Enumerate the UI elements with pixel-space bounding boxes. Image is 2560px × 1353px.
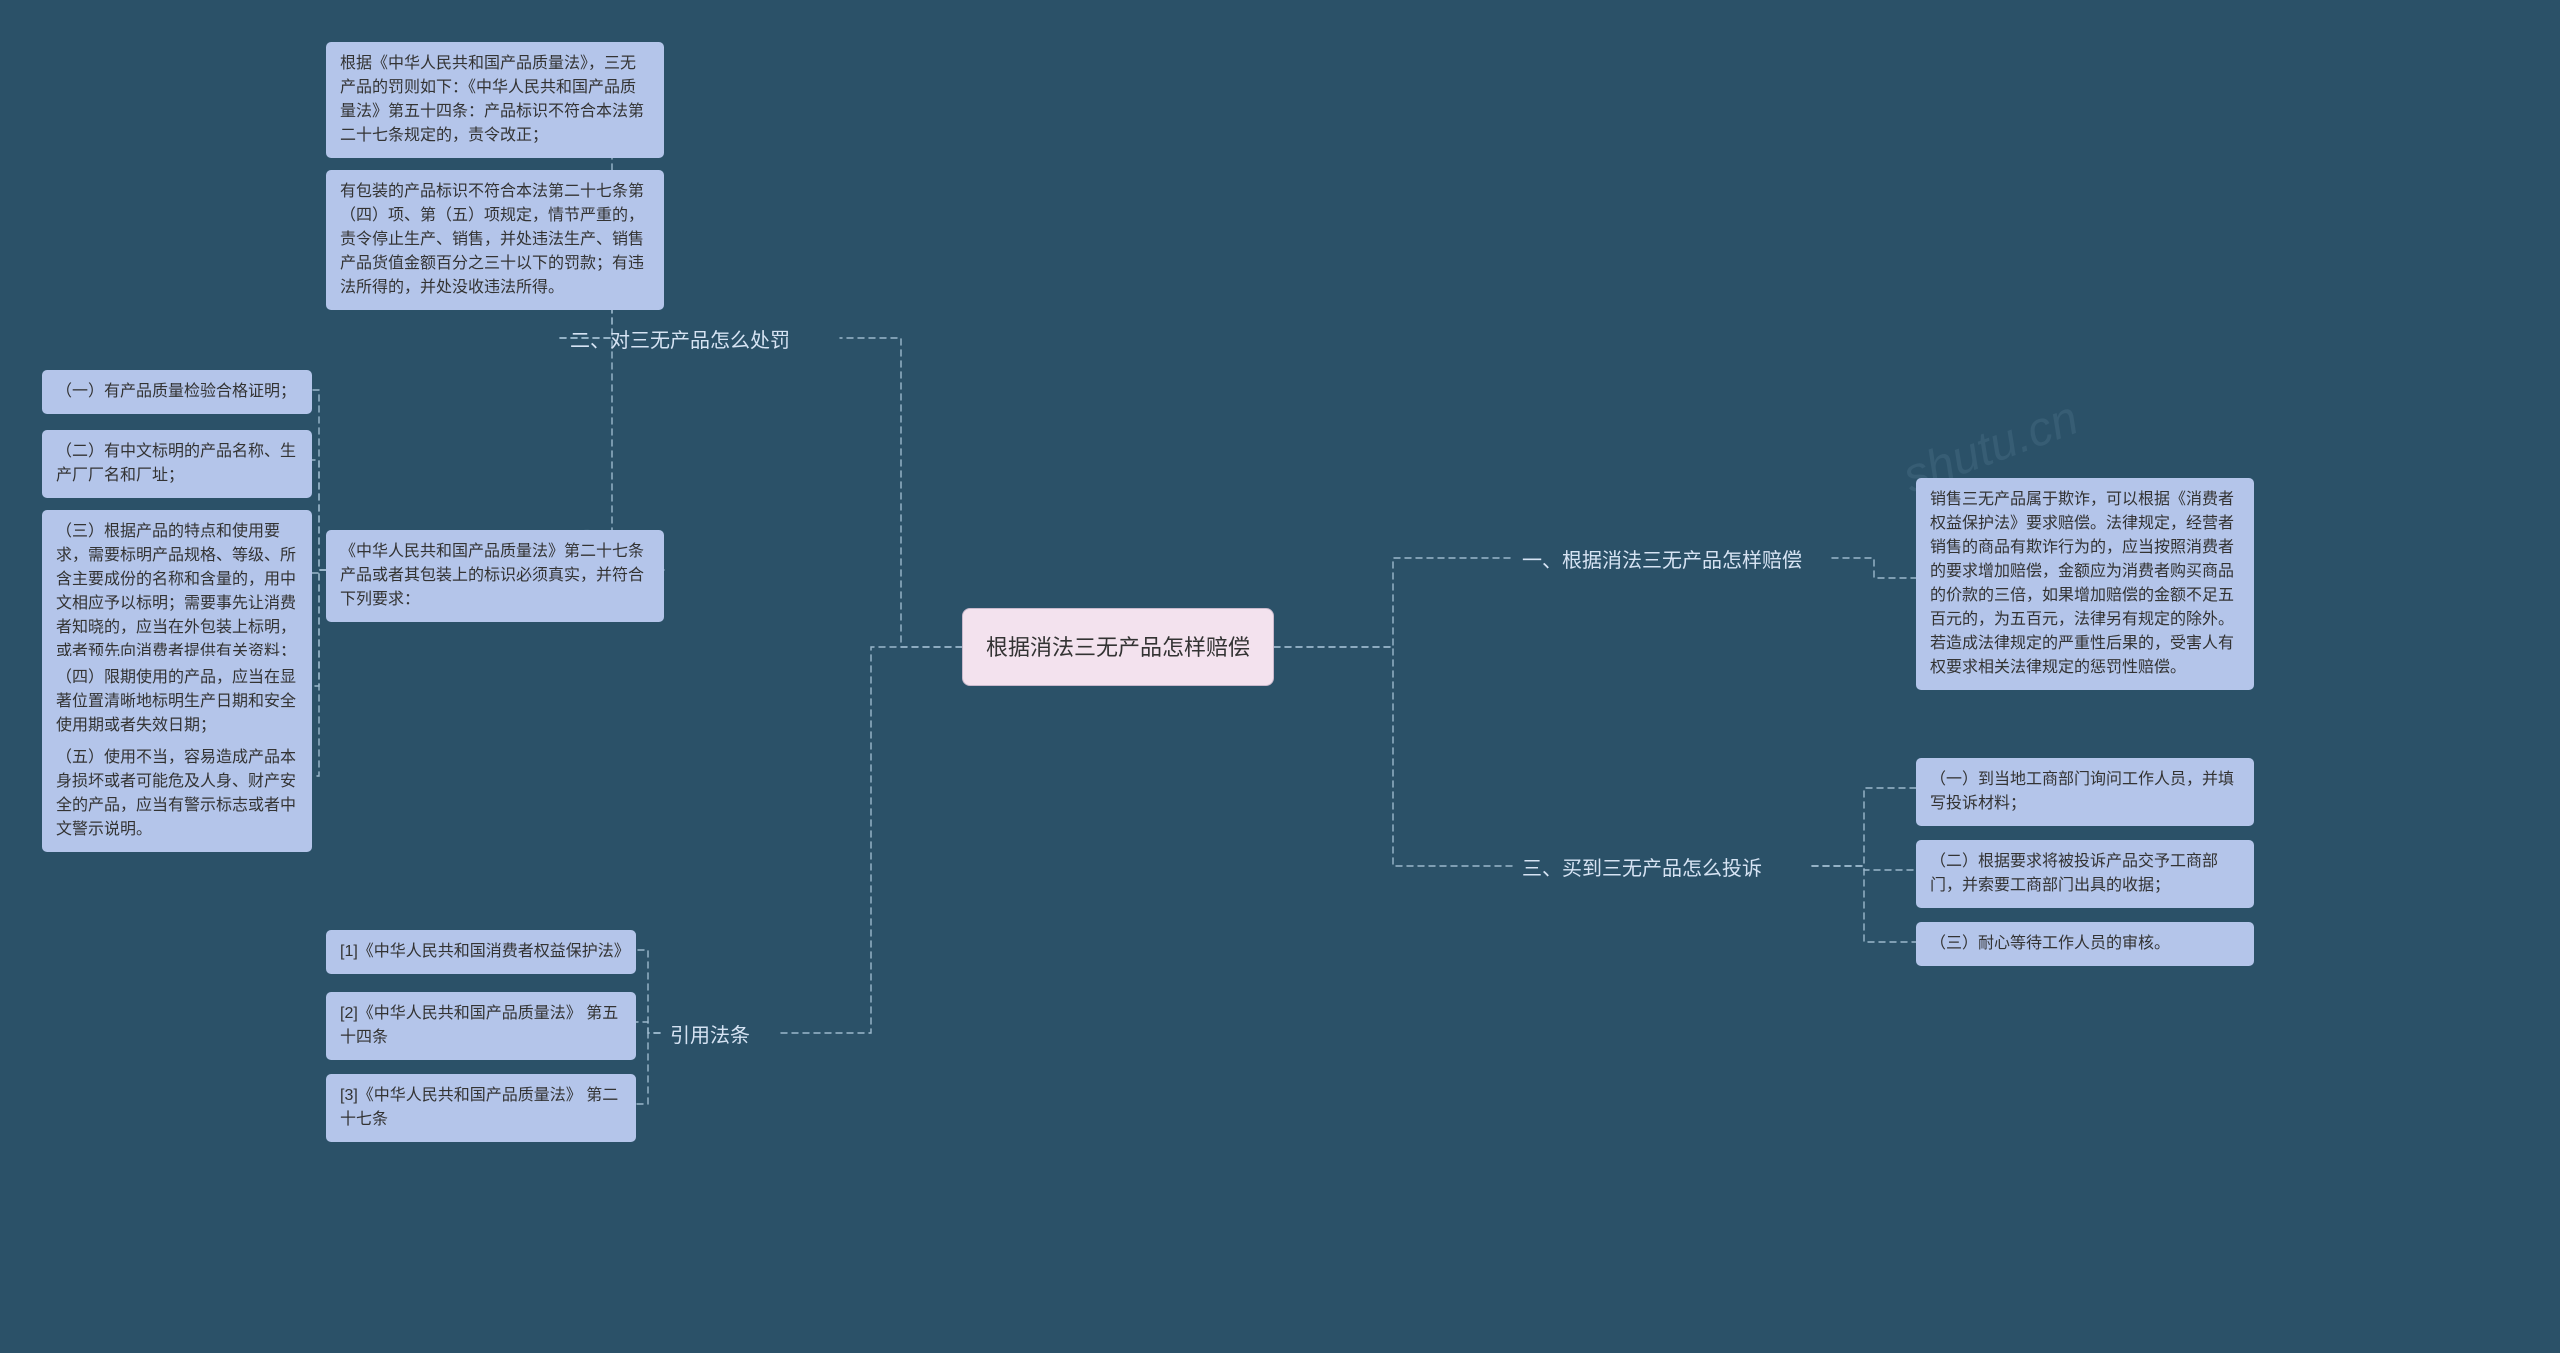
leaf-node: [2]《中华人民共和国产品质量法》 第五十四条 xyxy=(326,992,636,1060)
leaf-node: 销售三无产品属于欺诈，可以根据《消费者权益保护法》要求赔偿。法律规定，经营者销售… xyxy=(1916,478,2254,690)
branch-node: 引用法条 xyxy=(660,1015,780,1057)
leaf-node: [3]《中华人民共和国产品质量法》 第二十七条 xyxy=(326,1074,636,1142)
leaf-node: （二）有中文标明的产品名称、生产厂厂名和厂址； xyxy=(42,430,312,498)
branch-node: 一、根据消法三无产品怎样赔偿 xyxy=(1512,540,1832,582)
leaf-node: （五）使用不当，容易造成产品本身损坏或者可能危及人身、财产安全的产品，应当有警示… xyxy=(42,736,312,852)
branch-node: 二、对三无产品怎么处罚 xyxy=(560,320,840,362)
leaf-node: 有包装的产品标识不符合本法第二十七条第（四）项、第（五）项规定，情节严重的，责令… xyxy=(326,170,664,310)
root-node: 根据消法三无产品怎样赔偿 xyxy=(962,608,1274,686)
leaf-node: 根据《中华人民共和国产品质量法》，三无产品的罚则如下：《中华人民共和国产品质量法… xyxy=(326,42,664,158)
leaf-node: （一）有产品质量检验合格证明； xyxy=(42,370,312,414)
leaf-node: [1]《中华人民共和国消费者权益保护法》 xyxy=(326,930,636,974)
leaf-node: （四）限期使用的产品，应当在显著位置清晰地标明生产日期和安全使用期或者失效日期； xyxy=(42,656,312,748)
leaf-node: （三）耐心等待工作人员的审核。 xyxy=(1916,922,2254,966)
leaf-node: （三）根据产品的特点和使用要求，需要标明产品规格、等级、所含主要成份的名称和含量… xyxy=(42,510,312,674)
leaf-node: （二）根据要求将被投诉产品交予工商部门，并索要工商部门出具的收据； xyxy=(1916,840,2254,908)
sub-node: 《中华人民共和国产品质量法》第二十七条产品或者其包装上的标识必须真实，并符合下列… xyxy=(326,530,664,622)
leaf-node: （一）到当地工商部门询问工作人员，并填写投诉材料； xyxy=(1916,758,2254,826)
branch-node: 三、买到三无产品怎么投诉 xyxy=(1512,848,1812,890)
